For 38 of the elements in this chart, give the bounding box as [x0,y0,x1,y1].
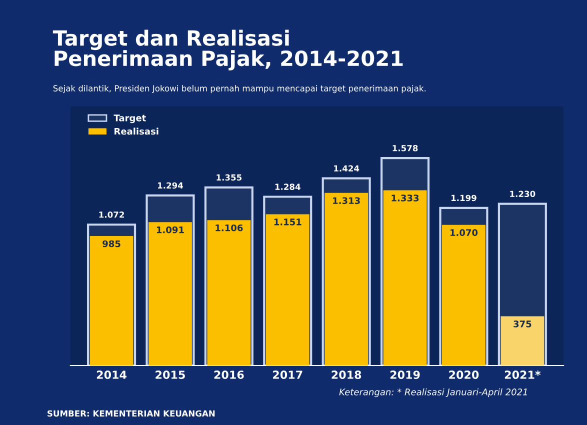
data-label: 1.333 [392,194,419,202]
bar [266,214,310,366]
x-tick-label: 2020 [449,370,479,379]
data-label: 1.230 [510,190,536,198]
data-label: 1.199 [451,194,476,202]
bar [500,316,544,366]
data-label: 1.284 [275,184,300,190]
x-tick-label: 2014 [96,370,126,379]
bar [90,236,134,366]
data-label: 1.424 [334,165,360,172]
data-label: 1.313 [333,197,360,204]
text: Keterangan: * Realisasi Januari-April 2021 [339,388,527,398]
data-label: 1.294 [158,182,184,189]
data-label: 1.151 [274,218,302,226]
data-label: 375 [514,320,532,328]
bar [148,222,192,366]
x-tick-label: 2017 [273,370,302,379]
x-tick-label: 2016 [214,370,244,379]
chart-subtitle: Sejak dilantik, Presiden Jokowi belum pernah mampu mencapai target penerimaan pajak. [53,85,426,94]
data-label: 1.106 [216,224,243,232]
data-label: 985 [102,240,120,248]
x-tick-label: 2021* [504,370,541,379]
data-label: 1.091 [156,226,184,234]
data-label: 1.578 [392,144,418,152]
legend-label: Realisasi [114,128,158,135]
bar [207,220,251,366]
x-tick-label: 2018 [332,370,362,379]
chart-title: Target dan Realisasi Penerimaan Pajak, 2014-2021 [52,30,403,70]
data-label: 1.072 [99,212,124,218]
data-label: 1.355 [216,174,242,181]
x-tick-label: 2019 [390,370,420,379]
bar [383,190,427,366]
legend-label: Target [114,114,146,124]
bar [442,224,486,366]
bar [324,192,368,366]
text: SUMBER: KEMENTERIAN KEUANGAN [48,410,215,417]
data-label: 1.070 [450,229,478,236]
x-tick-label: 2015 [156,370,185,379]
